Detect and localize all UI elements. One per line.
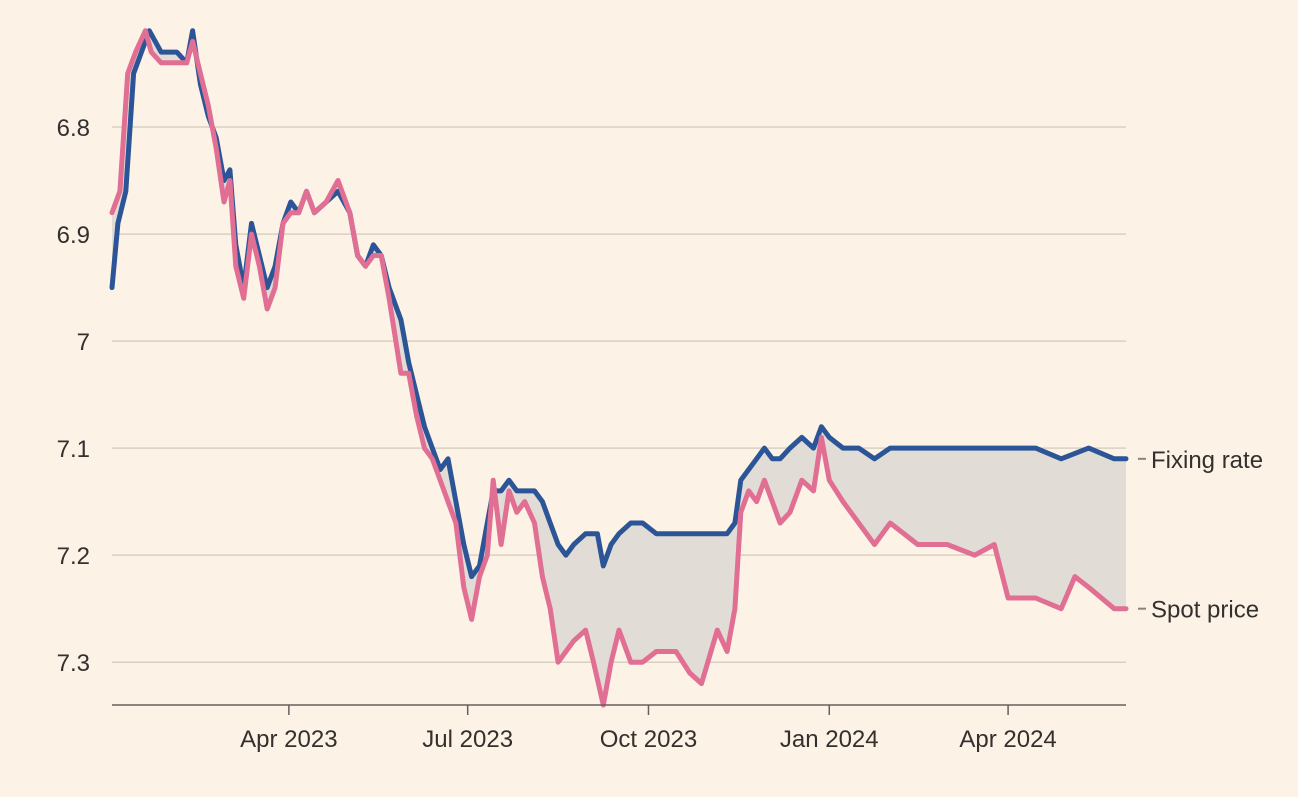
series-lines <box>109 28 1129 708</box>
axes: 6.8 6.9 7 7.1 7.2 7.3 Apr 2023 Jul 2023 Oct 2023… <box>57 115 1126 753</box>
x-tick-label: Apr 2024 <box>959 726 1056 753</box>
spread-shaded-area <box>112 30 1126 705</box>
series-labels: Fixing rate Spot price <box>1138 447 1263 624</box>
y-tick-label: 6.9 <box>57 222 90 249</box>
shaded-area-layer <box>112 30 1126 705</box>
y-tick-label: 7.1 <box>57 436 90 463</box>
y-tick-label: 6.8 <box>57 115 90 142</box>
x-tick-label: Jan 2024 <box>780 726 879 753</box>
y-tick-label: 7.3 <box>57 650 90 677</box>
series-label: Fixing rate <box>1151 447 1263 474</box>
x-tick-label: Apr 2023 <box>240 726 337 753</box>
spot-price-line <box>109 28 1129 708</box>
y-tick-label: 7.2 <box>57 543 90 570</box>
x-tick-label: Oct 2023 <box>600 726 697 753</box>
series-label: Spot price <box>1151 597 1259 624</box>
fixing-rate-line <box>109 28 1129 580</box>
y-tick-label: 7 <box>77 329 90 356</box>
x-tick-label: Jul 2023 <box>422 726 513 753</box>
